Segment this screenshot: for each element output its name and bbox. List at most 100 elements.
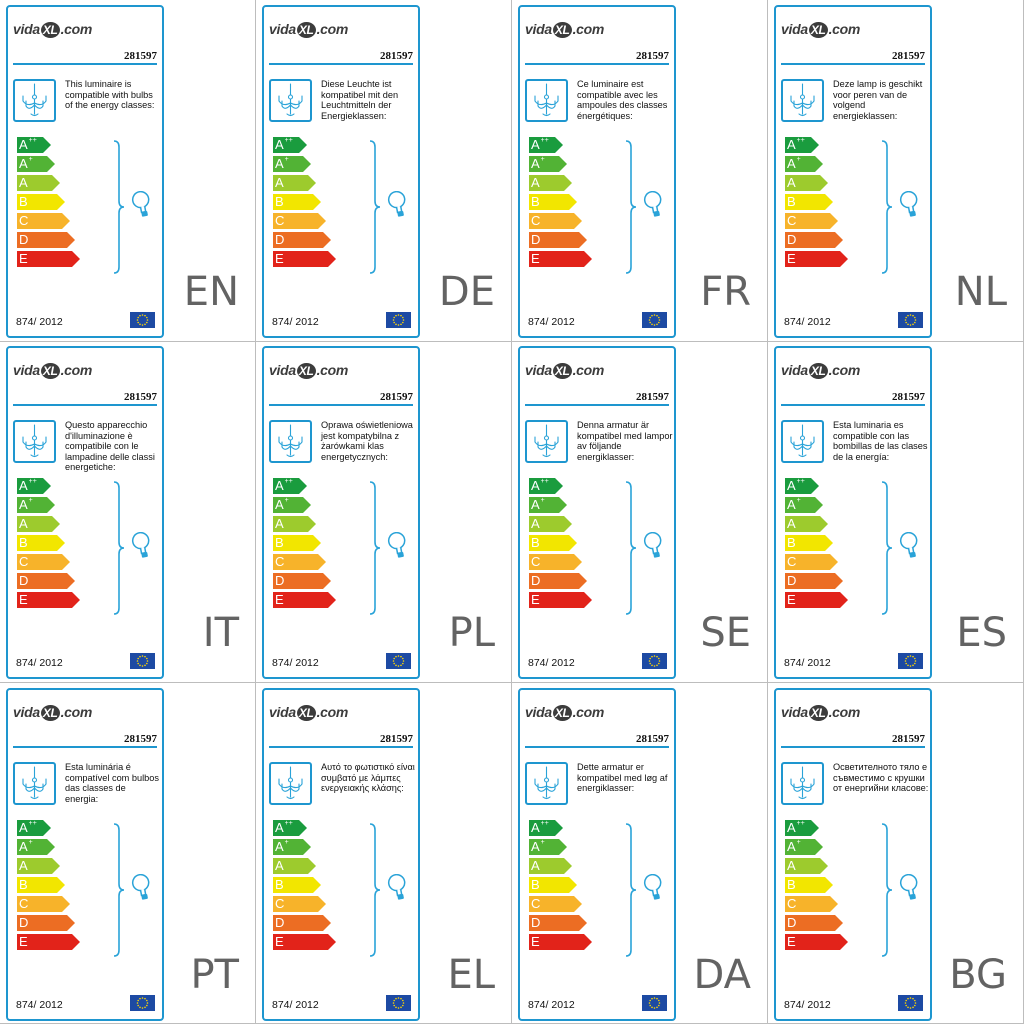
energy-label: vida XL .com 281597 Diese Leuchte ist kompat… (262, 5, 420, 338)
energy-class-letter: A (531, 858, 540, 873)
energy-class-letter: D (19, 915, 29, 930)
label-cell-bg: vida XL .com 281597 Осветителното тяло е съв… (768, 683, 1024, 1024)
light-bulb-icon (128, 190, 158, 222)
energy-class-letter: E (19, 251, 28, 266)
compatibility-text: Dette armatur er kompatibel med løg af e… (577, 762, 668, 794)
energy-class-plus: ++ (284, 820, 293, 827)
regulation-number: 874/ 2012 (16, 316, 63, 328)
compatibility-text: Осветителното тяло е съвместимо с крушки… (833, 762, 929, 794)
energy-class-bar: E (785, 592, 848, 608)
energy-class-bar: C (529, 896, 582, 912)
logo-text-mark: XL (808, 22, 828, 38)
regulation-number: 874/ 2012 (528, 999, 575, 1011)
energy-class-letter: A (19, 156, 28, 171)
energy-class-bar: C (273, 896, 326, 912)
energy-class-plus: ++ (28, 478, 37, 485)
logo-text-post: .com (572, 21, 605, 37)
logo-text-pre: vida (269, 704, 296, 720)
label-cell-el: vida XL .com 281597 Αυτό το φωτιστικό είναι … (256, 683, 512, 1024)
logo-text-mark: XL (296, 705, 316, 721)
energy-class-letter: C (19, 896, 29, 911)
energy-class-letter: A (787, 137, 796, 152)
energy-class-bar: B (17, 877, 65, 893)
vidaxl-logo: vida XL .com (269, 362, 348, 379)
energy-class-letter: A (19, 820, 28, 835)
energy-class-bar: E (17, 251, 80, 267)
energy-class-bar: D (529, 915, 587, 931)
bracket-icon (625, 139, 637, 280)
logo-text-pre: vida (525, 362, 552, 378)
energy-class-bar: C (785, 213, 838, 229)
energy-class-letter: A (531, 820, 540, 835)
logo-text-mark: XL (808, 705, 828, 721)
logo-text-pre: vida (781, 704, 808, 720)
energy-class-letter: A (531, 497, 540, 512)
label-cell-fr: vida XL .com 281597 Ce luminaire est compati… (512, 0, 768, 342)
eu-flag-icon (642, 312, 667, 328)
chandelier-icon (525, 420, 568, 463)
language-code: NL (954, 269, 1007, 315)
divider (269, 404, 413, 406)
energy-class-plus: ++ (796, 478, 805, 485)
energy-class-plus: + (28, 839, 33, 846)
energy-class-letter: A (275, 156, 284, 171)
chandelier-icon (13, 79, 56, 122)
energy-class-plus: + (796, 497, 801, 504)
energy-class-plus: + (284, 839, 289, 846)
logo-text-post: .com (316, 704, 349, 720)
light-bulb-icon (896, 531, 926, 563)
product-code: 281597 (124, 733, 157, 745)
energy-class-letter: A (19, 839, 28, 854)
energy-class-bar: A+ (273, 156, 311, 172)
energy-class-bar: A++ (785, 820, 819, 836)
light-bulb-icon (128, 873, 158, 905)
label-cell-pt: vida XL .com 281597 Esta luminária é compatí… (0, 683, 256, 1024)
energy-class-letter: D (531, 573, 541, 588)
energy-class-letter: E (19, 934, 28, 949)
energy-class-letter: E (275, 934, 284, 949)
energy-class-letter: C (787, 896, 797, 911)
label-cell-pl: vida XL .com 281597 Oprawa oświetleniowa jes… (256, 341, 512, 683)
energy-class-bar: A++ (785, 478, 819, 494)
energy-class-letter: A (19, 478, 28, 493)
energy-class-plus: + (28, 156, 33, 163)
energy-class-bar: E (17, 934, 80, 950)
energy-class-letter: C (19, 554, 29, 569)
energy-class-bar: D (273, 915, 331, 931)
energy-class-letter: A (787, 820, 796, 835)
energy-label: vida XL .com 281597 Esta luminária é compatí… (6, 688, 164, 1021)
energy-class-bar: A (529, 858, 572, 874)
energy-class-bar: A+ (17, 839, 55, 855)
logo-text-post: .com (572, 362, 605, 378)
energy-class-plus: + (284, 156, 289, 163)
regulation-number: 874/ 2012 (528, 657, 575, 669)
energy-class-letter: C (531, 213, 541, 228)
logo-text-mark: XL (40, 363, 60, 379)
energy-class-bar: D (785, 915, 843, 931)
energy-class-bar: A+ (529, 497, 567, 513)
energy-class-bar: A++ (17, 137, 51, 153)
label-cell-it: vida XL .com 281597 Questo apparecchio d'ill… (0, 341, 256, 683)
energy-class-bar: A+ (529, 839, 567, 855)
chandelier-icon (13, 762, 56, 805)
energy-class-bar: B (17, 535, 65, 551)
energy-class-letter: B (275, 535, 284, 550)
language-code: EL (447, 952, 495, 998)
energy-class-letter: A (19, 497, 28, 512)
energy-class-plus: ++ (28, 820, 37, 827)
energy-class-plus: + (796, 839, 801, 846)
energy-class-bar: A+ (785, 497, 823, 513)
energy-label: vida XL .com 281597 Осветителното тяло е съв… (774, 688, 932, 1021)
energy-class-plus: + (540, 839, 545, 846)
energy-class-letter: A (275, 820, 284, 835)
energy-class-bar: C (17, 213, 70, 229)
energy-class-bar: A+ (273, 839, 311, 855)
regulation-number: 874/ 2012 (272, 316, 319, 328)
bracket-icon (113, 139, 125, 280)
logo-text-pre: vida (525, 704, 552, 720)
energy-class-bar: C (17, 896, 70, 912)
logo-text-mark: XL (552, 22, 572, 38)
product-code: 281597 (636, 391, 669, 403)
logo-text-mark: XL (808, 363, 828, 379)
eu-flag-icon (642, 653, 667, 669)
